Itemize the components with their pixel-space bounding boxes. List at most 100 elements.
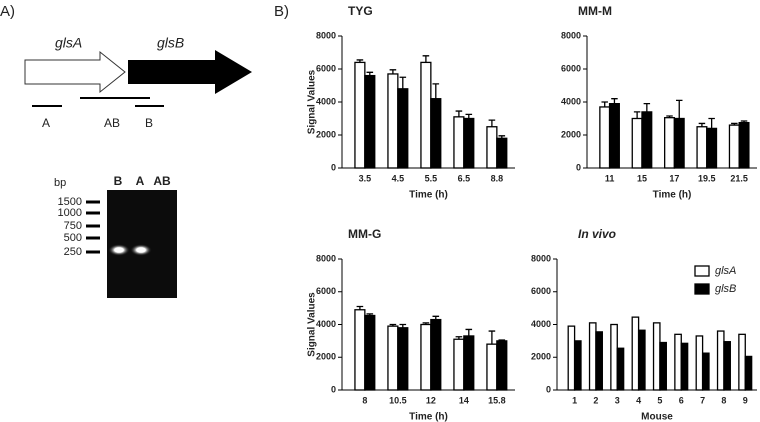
y-tick-label: 8000 — [531, 253, 551, 263]
panel-label: B) — [274, 3, 289, 20]
y-axis-label: Signal Values — [307, 292, 318, 357]
bar — [354, 309, 366, 391]
bar — [453, 116, 465, 169]
error-bar — [422, 55, 430, 63]
y-tick-label: 2000 — [531, 352, 551, 362]
error-bar — [465, 328, 473, 336]
bar — [695, 335, 704, 391]
x-tick-label: 5.5 — [425, 173, 438, 183]
error-bar — [366, 313, 374, 316]
bar — [496, 340, 508, 391]
error-bar — [455, 336, 463, 340]
bar — [430, 98, 442, 169]
y-tick-label: 8000 — [316, 30, 336, 40]
error-bar — [731, 122, 738, 126]
bar — [637, 329, 646, 391]
error-bar — [643, 103, 651, 112]
gel-unit: bp — [54, 177, 66, 189]
bar — [420, 61, 432, 169]
x-tick-label: 3.5 — [359, 173, 372, 183]
x-tick-label: 3 — [615, 395, 620, 405]
bar — [397, 88, 409, 169]
error-bar — [389, 323, 397, 327]
ladder-label: 250 — [64, 246, 82, 258]
bar — [674, 333, 682, 391]
y-tick-label: 2000 — [316, 129, 336, 139]
legend-swatch — [694, 265, 710, 277]
x-axis-label: Mouse — [641, 412, 673, 422]
error-bar — [698, 122, 706, 127]
bar — [659, 341, 667, 391]
bar — [664, 117, 676, 169]
error-bar — [708, 117, 715, 129]
x-tick-label: 19.5 — [698, 173, 716, 183]
x-tick-label: 9 — [743, 395, 748, 405]
bar — [641, 111, 653, 169]
bar — [738, 333, 746, 391]
region-label: AB — [104, 116, 120, 130]
error-bar — [366, 71, 374, 76]
x-tick-label: 1 — [572, 395, 577, 405]
x-tick-label: 5 — [657, 395, 662, 405]
legend-label: glsA — [715, 265, 736, 277]
x-tick-label: 10.5 — [389, 395, 407, 405]
bar — [616, 347, 625, 391]
x-tick-label: 8.8 — [491, 173, 504, 183]
y-tick-label: 6000 — [561, 63, 581, 73]
bar — [738, 121, 750, 169]
ladder-label: 1500 — [58, 196, 82, 208]
x-tick-label: 7 — [700, 395, 705, 405]
lane-label: A — [136, 174, 145, 188]
error-bar — [633, 111, 641, 119]
y-tick-label: 4000 — [531, 319, 551, 329]
error-bar — [465, 113, 473, 119]
y-tick-label: 2000 — [316, 352, 336, 362]
region-label: A — [42, 116, 50, 130]
bar — [744, 355, 753, 391]
chart-title: In vivo — [578, 227, 616, 241]
x-tick-label: 4.5 — [392, 173, 405, 183]
error-bar — [488, 119, 496, 127]
x-tick-label: 8 — [721, 395, 726, 405]
bar — [696, 126, 708, 169]
bar — [420, 323, 432, 391]
bar — [573, 340, 582, 391]
error-bar — [455, 110, 463, 117]
ladder-label: 500 — [64, 232, 82, 244]
x-axis-label: Time (h) — [653, 190, 692, 201]
bar — [652, 322, 661, 391]
x-tick-label: 6.5 — [458, 173, 471, 183]
x-tick-label: 8 — [362, 395, 367, 405]
x-tick-label: 4 — [636, 395, 641, 405]
y-tick-label: 8000 — [561, 30, 581, 40]
error-bar — [498, 339, 506, 341]
y-tick-label: 0 — [576, 162, 581, 172]
bar — [567, 325, 576, 391]
y-axis-label: Signal Values — [307, 69, 318, 134]
bar — [608, 103, 620, 169]
bar — [397, 327, 409, 391]
bar — [453, 338, 465, 391]
lane-label: B — [114, 174, 123, 188]
x-tick-label: 6 — [679, 395, 684, 405]
x-tick-label: 21.5 — [730, 173, 748, 183]
gel-band — [108, 244, 130, 256]
bar — [463, 117, 475, 169]
bar — [486, 343, 498, 391]
y-tick-label: 0 — [546, 384, 551, 394]
error-bar — [356, 59, 364, 63]
region-label: B — [145, 116, 153, 130]
x-tick-label: 2 — [593, 395, 598, 405]
y-tick-label: 4000 — [316, 96, 336, 106]
bar — [631, 316, 640, 391]
bar — [364, 74, 376, 169]
bar — [595, 331, 603, 391]
error-bar — [601, 101, 608, 107]
error-bar — [422, 322, 430, 325]
x-axis-label: Time (h) — [409, 190, 448, 201]
bar — [486, 126, 498, 169]
error-bar — [676, 99, 683, 119]
bar — [599, 106, 611, 169]
error-bar — [389, 69, 397, 74]
error-bar — [666, 115, 673, 118]
